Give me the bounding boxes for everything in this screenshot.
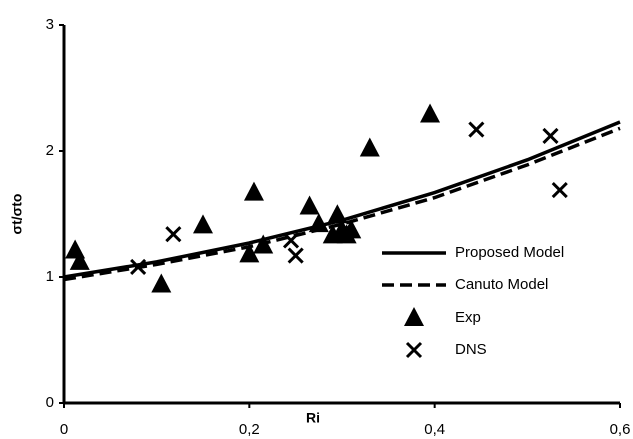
y-tick-label: 3 bbox=[46, 16, 54, 33]
exp-point bbox=[327, 204, 348, 224]
x-tick-label: 0,2 bbox=[239, 421, 260, 438]
dns-point bbox=[551, 181, 568, 199]
exp-point bbox=[243, 181, 264, 201]
model-line bbox=[63, 126, 621, 282]
x-tick-label: 0,4 bbox=[424, 421, 445, 438]
legend-label: Canuto Model bbox=[455, 276, 548, 293]
y-tick-label: 1 bbox=[46, 268, 54, 285]
exp-point bbox=[359, 137, 380, 157]
exp-point bbox=[341, 219, 362, 239]
dns-point bbox=[468, 121, 485, 138]
dns-point bbox=[282, 232, 300, 249]
exp-point bbox=[253, 234, 274, 254]
dns-point bbox=[287, 247, 304, 264]
exp-point bbox=[239, 243, 260, 263]
x-tick-label: 0,6 bbox=[610, 421, 631, 438]
y-tick-label: 2 bbox=[46, 142, 54, 159]
legend-swatch bbox=[404, 307, 424, 326]
exp-point bbox=[69, 250, 90, 270]
dns-point bbox=[542, 127, 559, 144]
exp-point bbox=[151, 273, 172, 293]
dns-point bbox=[165, 226, 182, 243]
legend-label: DNS bbox=[455, 341, 487, 358]
dns-point bbox=[130, 258, 147, 275]
x-axis-title: Ri bbox=[306, 410, 320, 426]
exp-point bbox=[308, 213, 329, 233]
y-axis-title: σt/σto bbox=[9, 194, 25, 235]
legend-label: Proposed Model bbox=[455, 244, 564, 261]
exp-point bbox=[420, 103, 441, 123]
legend-swatch bbox=[405, 341, 423, 359]
exp-point bbox=[193, 214, 213, 234]
x-tick-label: 0 bbox=[60, 421, 68, 438]
legend-label: Exp bbox=[455, 309, 481, 326]
exp-point bbox=[299, 195, 320, 215]
exp-point bbox=[322, 224, 343, 244]
y-tick-label: 0 bbox=[46, 394, 54, 411]
